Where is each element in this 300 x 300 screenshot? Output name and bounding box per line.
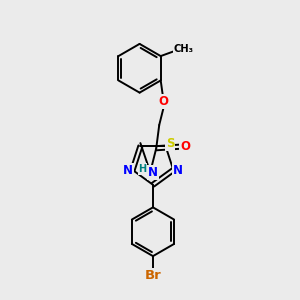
Text: O: O xyxy=(180,140,190,153)
Text: N: N xyxy=(173,164,183,177)
Text: Br: Br xyxy=(145,268,161,282)
Text: O: O xyxy=(159,95,169,108)
Text: N: N xyxy=(123,164,133,177)
Text: H: H xyxy=(139,164,147,174)
Text: N: N xyxy=(148,166,158,179)
Text: CH₃: CH₃ xyxy=(174,44,194,54)
Text: S: S xyxy=(166,136,174,150)
